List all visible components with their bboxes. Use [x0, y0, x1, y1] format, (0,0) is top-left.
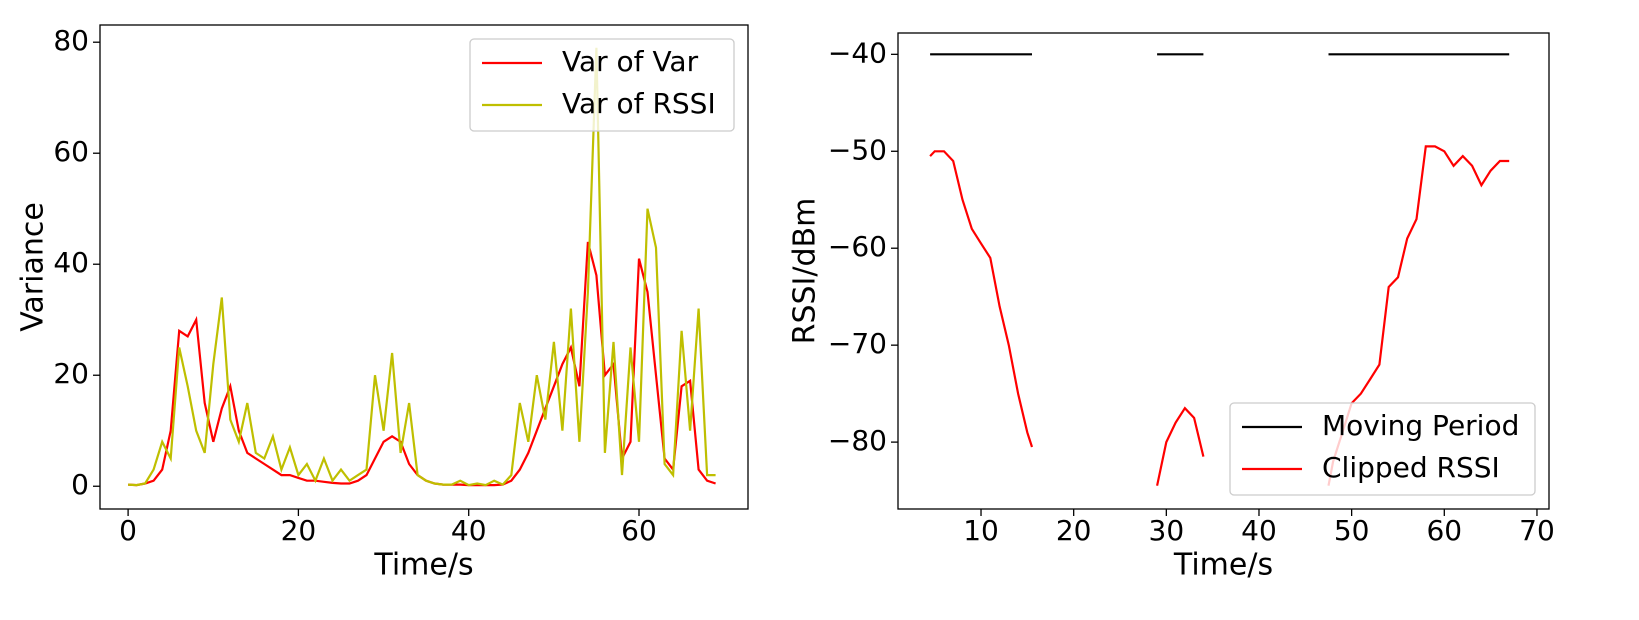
axes-frame [897, 32, 1550, 510]
series-line [929, 145, 1510, 486]
series-line [128, 241, 716, 487]
legend-label: Clipped RSSI [1322, 451, 1500, 484]
legend-label: Moving Period [1322, 409, 1519, 442]
x-tick-label: 40 [451, 514, 487, 547]
legend-box [1229, 402, 1536, 496]
legend-label: Var of RSSI [562, 87, 716, 120]
y-axis-label: RSSI/dBm [788, 198, 823, 345]
y-tick-label: 40 [53, 246, 89, 279]
y-tick-label: 20 [53, 357, 89, 390]
y-tick-label: 80 [53, 24, 89, 57]
legend-label: Var of Var [562, 45, 699, 78]
y-axis-label: Variance [16, 202, 51, 332]
x-tick-label: 60 [621, 514, 657, 547]
x-tick-label: 70 [1519, 514, 1555, 547]
x-tick-label: 60 [1426, 514, 1462, 547]
y-tick-label: −80 [828, 424, 887, 457]
y-tick-label: −60 [828, 230, 887, 263]
x-tick-label: 40 [1241, 514, 1277, 547]
series-line [128, 47, 716, 487]
x-tick-label: 0 [119, 514, 137, 547]
x-axis-label: Time/s [373, 548, 473, 583]
x-axis-label: Time/s [1173, 548, 1273, 583]
y-tick-label: −70 [828, 327, 887, 360]
x-tick-label: 20 [281, 514, 317, 547]
x-tick-label: 20 [1056, 514, 1092, 547]
axes-frame [99, 24, 749, 510]
y-tick-label: 60 [53, 135, 89, 168]
x-tick-label: 30 [1149, 514, 1185, 547]
y-tick-label: 0 [71, 468, 89, 501]
y-tick-label: −50 [828, 133, 887, 166]
y-tick-label: −40 [828, 36, 887, 69]
x-tick-label: 10 [963, 514, 999, 547]
x-tick-label: 50 [1334, 514, 1370, 547]
